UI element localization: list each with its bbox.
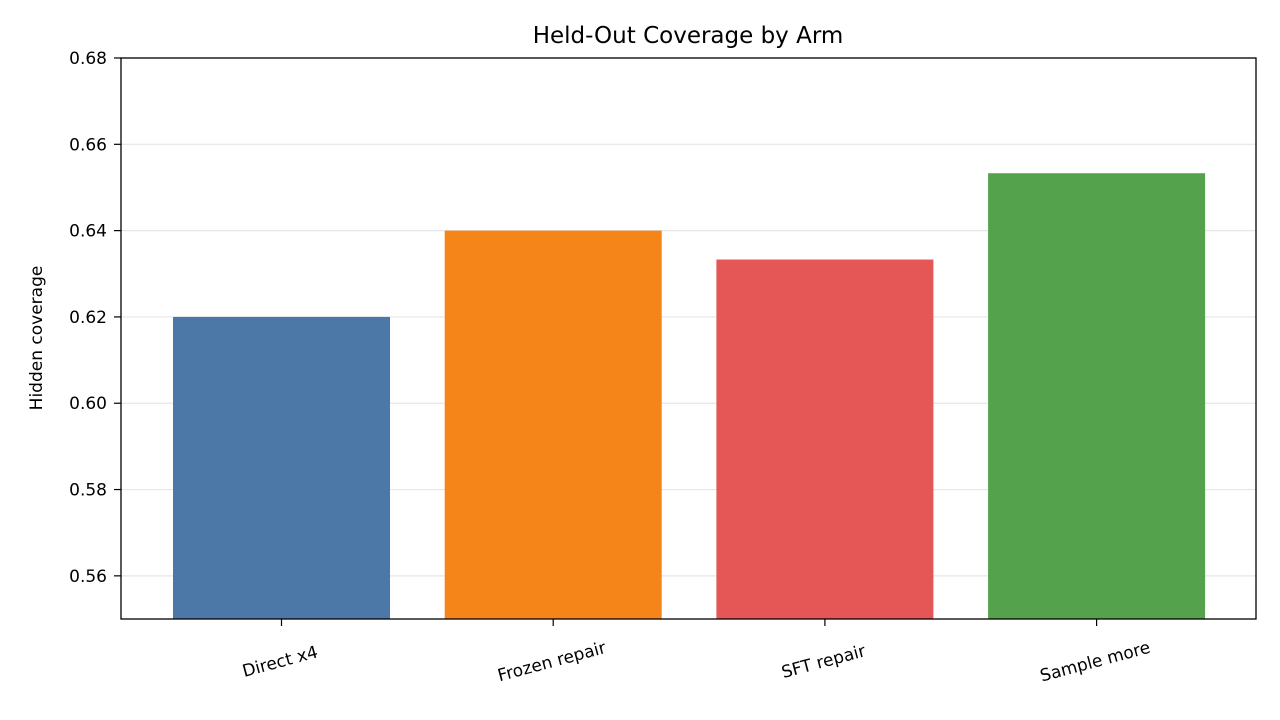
y-tick-label: 0.66	[69, 135, 107, 155]
x-axis: Direct x4 Frozen repair SFT repair Sample m…	[240, 619, 1153, 687]
y-tick-label: 0.60	[69, 394, 107, 414]
x-tick-label: Frozen repair	[496, 638, 609, 686]
y-tick-label: 0.64	[69, 222, 107, 242]
bars	[173, 173, 1206, 619]
x-tick-label: Direct x4	[240, 643, 320, 682]
y-tick-label: 0.56	[69, 567, 107, 587]
y-tick-label: 0.58	[69, 481, 107, 501]
bar-frozen-repair	[444, 230, 662, 619]
y-axis: 0.56 0.58 0.60 0.62 0.64 0.66 0.68	[69, 49, 121, 587]
y-axis-title: Hidden coverage	[27, 266, 47, 411]
bar-sample-more	[988, 173, 1206, 619]
x-tick-label: SFT repair	[779, 641, 867, 683]
y-tick-label: 0.62	[69, 308, 107, 328]
bar-direct-x4	[173, 316, 390, 619]
bar-sft-repair	[716, 259, 934, 619]
y-tick-label: 0.68	[69, 49, 107, 69]
x-tick-label: Sample more	[1038, 638, 1153, 687]
chart-title: Held-Out Coverage by Arm	[533, 23, 844, 49]
plot-frame	[120, 57, 1257, 620]
